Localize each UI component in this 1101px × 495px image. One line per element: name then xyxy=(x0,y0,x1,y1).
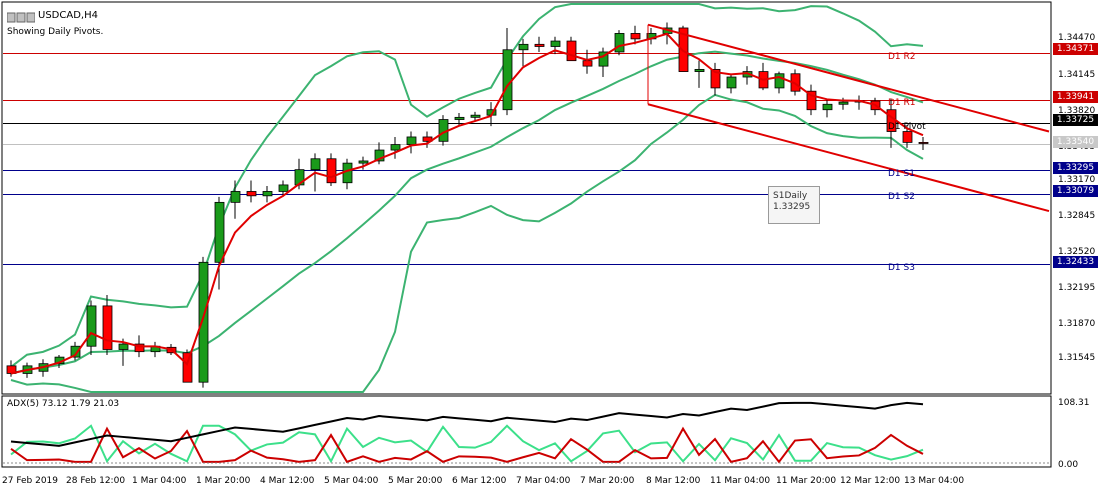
x-tick: 5 Mar 20:00 xyxy=(388,476,442,487)
tooltip-value: 1.33295 xyxy=(773,200,815,214)
candle-body xyxy=(551,41,560,46)
candle-body xyxy=(503,50,512,110)
candle-body xyxy=(727,77,736,88)
y-tick: 1.34470 xyxy=(1058,33,1095,43)
current-price-badge: 1.33540 xyxy=(1053,136,1098,148)
candle-body xyxy=(183,353,192,382)
x-tick: 28 Feb 12:00 xyxy=(66,476,125,487)
candle-body xyxy=(407,137,416,145)
pivot-lines xyxy=(3,54,1050,265)
bb-lower xyxy=(11,95,923,392)
x-tick: 12 Mar 12:00 xyxy=(840,476,900,487)
y-tick: 1.31545 xyxy=(1058,353,1095,363)
x-tick: 11 Mar 20:00 xyxy=(776,476,836,487)
candle-body xyxy=(839,102,848,104)
adx-main-line xyxy=(11,403,923,446)
candle-body xyxy=(455,117,464,119)
r1-price-badge: 1.33941 xyxy=(1053,91,1098,103)
candle-body xyxy=(199,262,208,382)
candle-body xyxy=(535,44,544,46)
y-tick: 1.34145 xyxy=(1058,70,1095,80)
candle-body xyxy=(567,41,576,61)
candle-body xyxy=(359,161,368,163)
x-tick: 27 Feb 2019 xyxy=(2,476,58,487)
adx-tick-top: 108.31 xyxy=(1058,398,1090,408)
s3-price-badge: 1.32433 xyxy=(1053,256,1098,268)
channel-upper-line[interactable] xyxy=(648,25,1049,132)
candle-body xyxy=(279,185,288,192)
candle-body xyxy=(103,306,112,350)
s1-daily-tooltip: S1Daily 1.33295 xyxy=(768,186,820,224)
x-tick: 7 Mar 04:00 xyxy=(516,476,570,487)
x-tick: 11 Mar 04:00 xyxy=(710,476,770,487)
candle-body xyxy=(263,191,272,195)
chart-window-icon xyxy=(7,9,35,21)
x-tick: 1 Mar 20:00 xyxy=(196,476,250,487)
candle-body xyxy=(471,115,480,117)
y-tick: 1.32845 xyxy=(1058,211,1095,221)
candle-body xyxy=(119,344,128,349)
y-tick: 1.33170 xyxy=(1058,175,1095,185)
candle-body xyxy=(583,61,592,66)
adx-tick-bottom: 0.00 xyxy=(1058,460,1078,470)
candle-body xyxy=(615,33,624,52)
pivot-r2-label: D1 R2 xyxy=(888,52,916,62)
candle-body xyxy=(391,145,400,150)
candle-body xyxy=(919,142,928,143)
pivot-s3-label: D1 S3 xyxy=(888,263,915,273)
channel-lower-line[interactable] xyxy=(648,104,1049,211)
candle-body xyxy=(327,159,336,183)
s1-price-badge: 1.33295 xyxy=(1053,162,1098,174)
candle-body xyxy=(247,191,256,195)
r2-price-badge: 1.34371 xyxy=(1053,43,1098,55)
x-tick: 13 Mar 04:00 xyxy=(904,476,964,487)
candle-body xyxy=(631,33,640,38)
candle-body xyxy=(903,132,912,143)
x-tick: 7 Mar 20:00 xyxy=(580,476,634,487)
pivot-label: D1 Pivot xyxy=(888,122,926,132)
candle-body xyxy=(823,104,832,109)
pivot-price-badge: 1.33725 xyxy=(1053,114,1098,126)
chart-symbol: USDCAD,H4 xyxy=(38,10,98,21)
candle-body xyxy=(215,202,224,262)
candle-body xyxy=(519,44,528,49)
pivot-s1-label: D1 S1 xyxy=(888,169,915,179)
x-tick: 6 Mar 12:00 xyxy=(452,476,506,487)
candle-body xyxy=(695,69,704,71)
y-tick: 1.32195 xyxy=(1058,283,1095,293)
s2-price-badge: 1.33079 xyxy=(1053,185,1098,197)
chart-subtitle: Showing Daily Pivots. xyxy=(7,27,103,38)
x-tick: 4 Mar 12:00 xyxy=(260,476,314,487)
adx-lines xyxy=(11,403,923,462)
candle-body xyxy=(231,191,240,202)
adx-label: ADX(5) 73.12 1.79 21.03 xyxy=(7,399,119,410)
x-tick: 5 Mar 04:00 xyxy=(324,476,378,487)
candle-body xyxy=(311,159,320,170)
pivot-r1-label: D1 R1 xyxy=(888,98,916,108)
y-tick: 1.31870 xyxy=(1058,319,1095,329)
candle-body xyxy=(87,306,96,346)
pivot-s2-label: D1 S2 xyxy=(888,192,915,202)
x-tick: 1 Mar 04:00 xyxy=(132,476,186,487)
candle-body xyxy=(775,74,784,88)
x-tick: 8 Mar 12:00 xyxy=(646,476,700,487)
